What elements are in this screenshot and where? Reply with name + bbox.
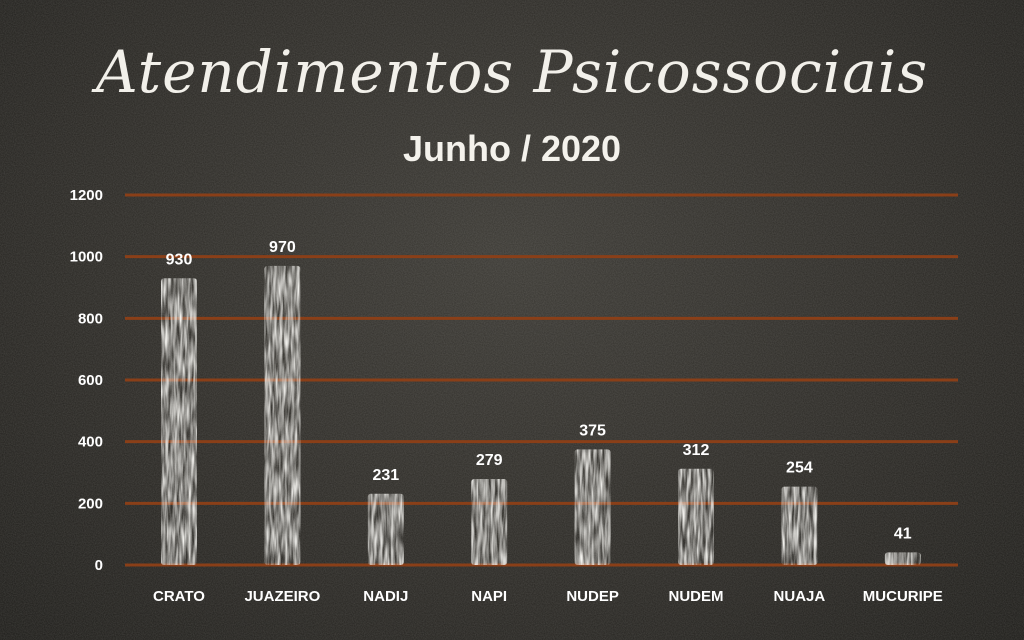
data-label: 970 — [269, 239, 296, 256]
x-tick-label: NUAJA — [774, 588, 826, 605]
data-label: 41 — [894, 525, 912, 542]
x-tick-label: JUAZEIRO — [244, 588, 320, 605]
y-tick-label: 400 — [78, 434, 103, 451]
bars — [161, 265, 921, 565]
x-tick-label: MUCURIPE — [863, 588, 943, 605]
bar — [574, 449, 611, 565]
bar — [367, 493, 404, 565]
bar — [264, 265, 301, 565]
data-label: 279 — [476, 452, 503, 469]
x-tick-label: NUDEM — [669, 588, 724, 605]
y-tick-label: 800 — [78, 310, 103, 327]
data-label: 375 — [579, 422, 606, 439]
y-tick-label: 0 — [95, 557, 103, 574]
y-tick-label: 200 — [78, 495, 103, 512]
bar — [678, 468, 714, 565]
bar — [884, 552, 921, 565]
chart-subtitle: Junho / 2020 — [402, 128, 622, 169]
bar — [471, 478, 508, 565]
data-label: 231 — [372, 467, 399, 484]
bar — [161, 278, 197, 565]
data-label: 254 — [786, 460, 813, 477]
chart-title: Atendimentos Psicossociais — [95, 38, 929, 106]
bar — [781, 486, 818, 565]
data-labels: 930 970 231 279 375 312 254 41 — [166, 239, 912, 542]
y-tick-label: 600 — [78, 372, 103, 389]
y-axis-ticks: 0 200 400 600 800 1000 1200 — [70, 187, 103, 574]
x-tick-label: NAPI — [471, 588, 507, 605]
y-tick-label: 1000 — [70, 249, 103, 266]
gridlines — [125, 193, 958, 567]
data-label: 312 — [683, 442, 710, 459]
y-tick-label: 1200 — [70, 187, 103, 204]
x-tick-label: CRATO — [153, 588, 205, 605]
x-axis-ticks: CRATO JUAZEIRO NADIJ NAPI NUDEP NUDEM NUAJA MUC… — [153, 588, 943, 605]
x-tick-label: NADIJ — [363, 588, 408, 605]
data-label: 930 — [166, 251, 193, 268]
x-tick-label: NUDEP — [566, 588, 619, 605]
